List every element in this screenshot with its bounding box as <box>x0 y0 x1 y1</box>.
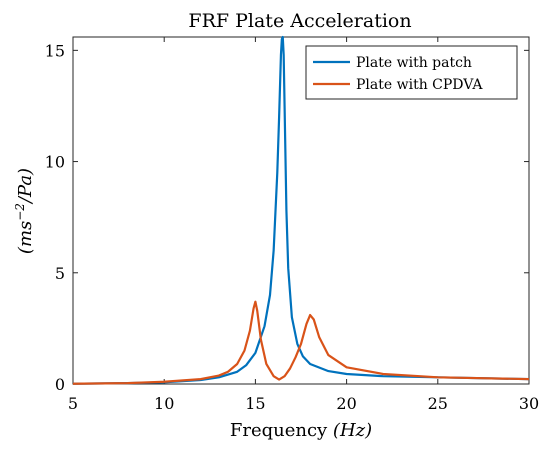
y-tick-label: 0 <box>55 375 65 394</box>
x-tick-label: 20 <box>336 394 356 413</box>
series-line-2 <box>72 300 530 385</box>
y-axis-label: (ms−2/Pa) <box>13 168 36 254</box>
x-tick-label: 25 <box>428 394 448 413</box>
legend-label-1: Plate with patch <box>356 55 472 71</box>
x-tick-label: 10 <box>154 394 174 413</box>
x-axis-label-text: Frequency <box>230 420 333 441</box>
y-tick-label: 5 <box>55 264 65 283</box>
legend: Plate with patch Plate with CPDVA <box>305 45 518 100</box>
x-axis: 5 10 15 20 25 30 <box>68 37 539 413</box>
axes-box <box>72 36 530 385</box>
series-line-1 <box>72 35 530 385</box>
legend-box <box>305 45 518 100</box>
x-tick-label: 30 <box>519 394 539 413</box>
legend-label-2: Plate with CPDVA <box>356 77 483 93</box>
y-tick-label: 10 <box>45 153 65 172</box>
chart-title: FRF Plate Acceleration <box>188 10 411 32</box>
x-tick-label: 5 <box>68 394 78 413</box>
x-tick-label: 15 <box>245 394 265 413</box>
x-axis-label-unit: (Hz) <box>333 420 372 441</box>
x-axis-label: Frequency (Hz) <box>230 420 372 441</box>
series-layer <box>72 35 530 385</box>
y-tick-label: 15 <box>45 41 65 60</box>
plot-area <box>72 36 530 385</box>
